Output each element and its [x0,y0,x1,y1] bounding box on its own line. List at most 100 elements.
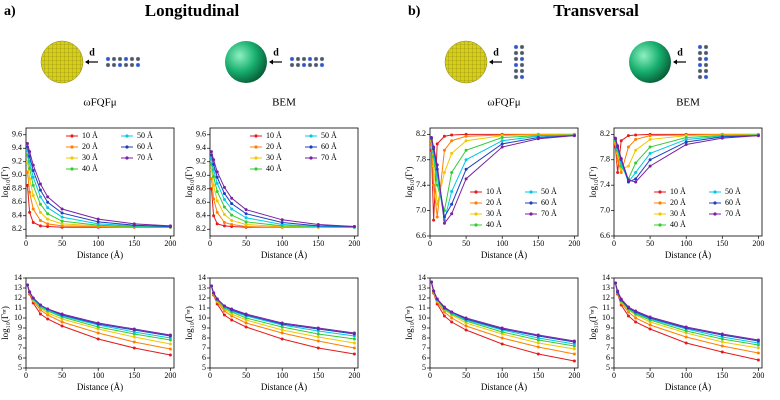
y-tick-label: 6 [18,353,22,362]
legend-marker [254,134,258,138]
data-point [634,137,638,141]
data-point [25,183,29,187]
legend-label: 60 Å [541,198,557,207]
data-point [230,207,234,211]
molecule-atom [697,50,703,56]
data-point [619,297,623,301]
x-tick-label: 200 [348,371,360,380]
data-point [464,177,468,181]
molecule-atom [519,56,525,62]
data-point [230,307,234,311]
legend-marker [658,190,662,194]
y-tick-label: 8.2 [196,224,206,233]
plot-frame [25,277,175,369]
data-point [280,218,284,222]
data-point [450,190,454,194]
molecule-atom [129,56,135,62]
molecule-atom [703,68,709,74]
data-point [756,351,760,355]
data-point [215,181,219,185]
x-axis-label: Distance (Å) [261,382,307,392]
legend-marker [658,212,662,216]
x-tick-label: 0 [612,371,616,380]
data-point [648,323,652,327]
y-tick-label: 8.8 [196,184,206,193]
legend-marker [529,201,533,205]
legend-marker [254,156,258,160]
data-point [31,175,35,179]
model-label: BEM [676,97,700,109]
data-point [626,314,630,318]
legend-label: 70 Å [137,153,153,162]
y-tick-label: 8 [606,333,610,342]
data-point [230,223,234,227]
legend-label: 10 Å [266,131,282,140]
data-point [616,289,620,293]
data-point [442,314,446,318]
data-point [222,313,226,317]
plot-frame [429,277,579,369]
y-tick-label: 10 [14,313,22,322]
data-point [212,183,216,187]
molecule-atom [117,62,123,68]
plot-frame [429,127,579,237]
y-axis-label: log₁₀(Γⁿʳ) [184,306,194,340]
legend-marker [125,134,129,138]
data-point [244,208,248,212]
y-axis-label: log₁₀(Γʳ) [588,167,598,198]
molecule-atom [313,62,319,68]
y-axis-label: log₁₀(Γⁿʳ) [0,306,10,340]
x-tick-label: 50 [462,371,470,380]
data-point [450,139,454,143]
legend-marker [529,212,533,216]
y-tick-label: 10 [418,313,426,322]
plot-frame [25,127,175,237]
data-point [684,143,688,147]
y-tick-label: 9.2 [12,157,22,166]
data-point [684,341,688,345]
y-tick-label: 8 [18,333,22,342]
data-point [648,151,652,155]
data-point [619,156,623,160]
legend-label: 50 Å [541,187,557,196]
data-point [432,218,436,222]
model-label: BEM [272,97,296,109]
x-tick-label: 100 [680,239,692,248]
x-axis-label: Distance (Å) [261,250,307,260]
data-point [316,339,320,343]
legend-label: 70 Å [725,209,741,218]
data-point [132,222,136,226]
legend-label: 20 Å [266,142,282,151]
molecule-atom [703,50,709,56]
molecule-atom [129,62,135,68]
data-point [215,210,219,214]
data-point [222,212,226,216]
data-point [572,134,576,138]
data-point [244,223,248,227]
legend-label: 50 Å [137,131,153,140]
y-tick-label: 14 [418,273,426,282]
data-point [634,148,638,152]
distance-label: d [493,47,499,58]
y-tick-label: 11 [198,303,206,312]
model-label: ωFQFμ [487,97,520,109]
data-point [442,148,446,152]
data-point [450,316,454,320]
data-point [648,315,652,319]
data-point [244,220,248,224]
x-tick-label: 50 [646,239,654,248]
legend-label: 30 Å [266,153,282,162]
data-point [464,139,468,143]
plot-frame [613,277,763,369]
molecule-atom [105,56,111,62]
data-point [634,316,638,320]
x-axis-label: Distance (Å) [481,382,527,392]
data-point [720,350,724,354]
data-point [442,134,446,138]
data-point [626,305,630,309]
data-point [244,312,248,316]
data-point [168,224,172,228]
data-point [46,217,50,221]
x-tick-label: 150 [312,371,324,380]
